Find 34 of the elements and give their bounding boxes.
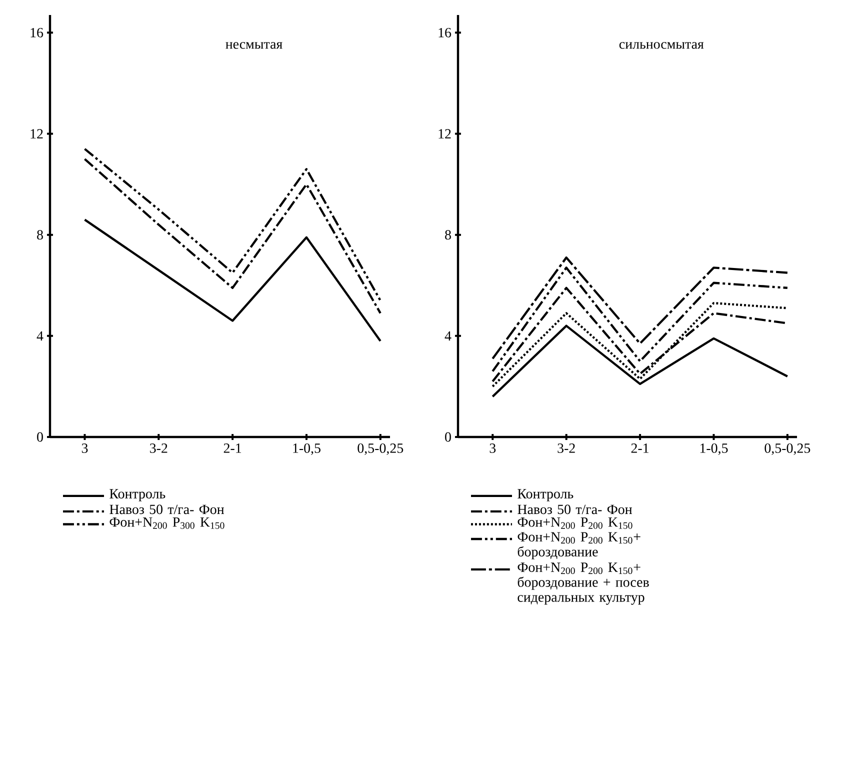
y-tick-label: 0 [37,432,43,442]
y-tick-label: 4 [36,331,44,341]
x-tick-label: 3 [82,444,88,453]
y-tick-label: 0 [445,432,451,442]
line-series [492,324,789,398]
legend-label: Навоз 50 т/га- Фон [518,504,632,514]
text: сильносмытая [619,42,704,49]
y-tick-label: 12 [438,129,451,138]
y-tick-label: 12 [30,129,43,138]
legend-label: Контроль [110,489,166,502]
x-tick-label: 1-0,5 [700,444,728,455]
x-tick-label: 3-2 [150,444,168,453]
y-tick-label: 8 [445,230,451,240]
x-tick-label: 0,5-0,25 [764,444,810,455]
x-tick-label: 0,5-0,25 [358,444,404,455]
y-tick-label: 16 [438,28,452,38]
y-tick-label: 16 [30,28,44,38]
legend-label: Контроль [518,489,574,502]
line-series [492,256,789,360]
x-tick-label: 3 [490,444,496,453]
line-series [492,266,789,372]
text: Фон+N$_{200}$ P$_{200}$ K$_{150}$+ бороздование [518,532,640,560]
x-tick-label: 1-0,5 [293,444,320,455]
x-tick-label: 2-1 [631,444,648,453]
line-series [84,218,382,342]
legend-label: Навоз 50 т/га- Фон [110,504,224,514]
text: несмытая [226,42,282,49]
y-tick-label: 8 [37,230,43,240]
x-tick-label: 2-1 [224,444,242,453]
legend-label: Фон+N$_{200}$ P$_{300}$ K$_{150}$ [110,517,224,529]
x-tick-label: 3-2 [558,444,575,453]
legend-label: Фон+N$_{200}$ P$_{200}$ K$_{150}$ [518,517,632,529]
y-tick-label: 4 [444,331,452,341]
text: Фон+N$_{200}$ P$_{200}$ K$_{150}$+ бороздование + посев сидеральных культур [518,562,649,605]
